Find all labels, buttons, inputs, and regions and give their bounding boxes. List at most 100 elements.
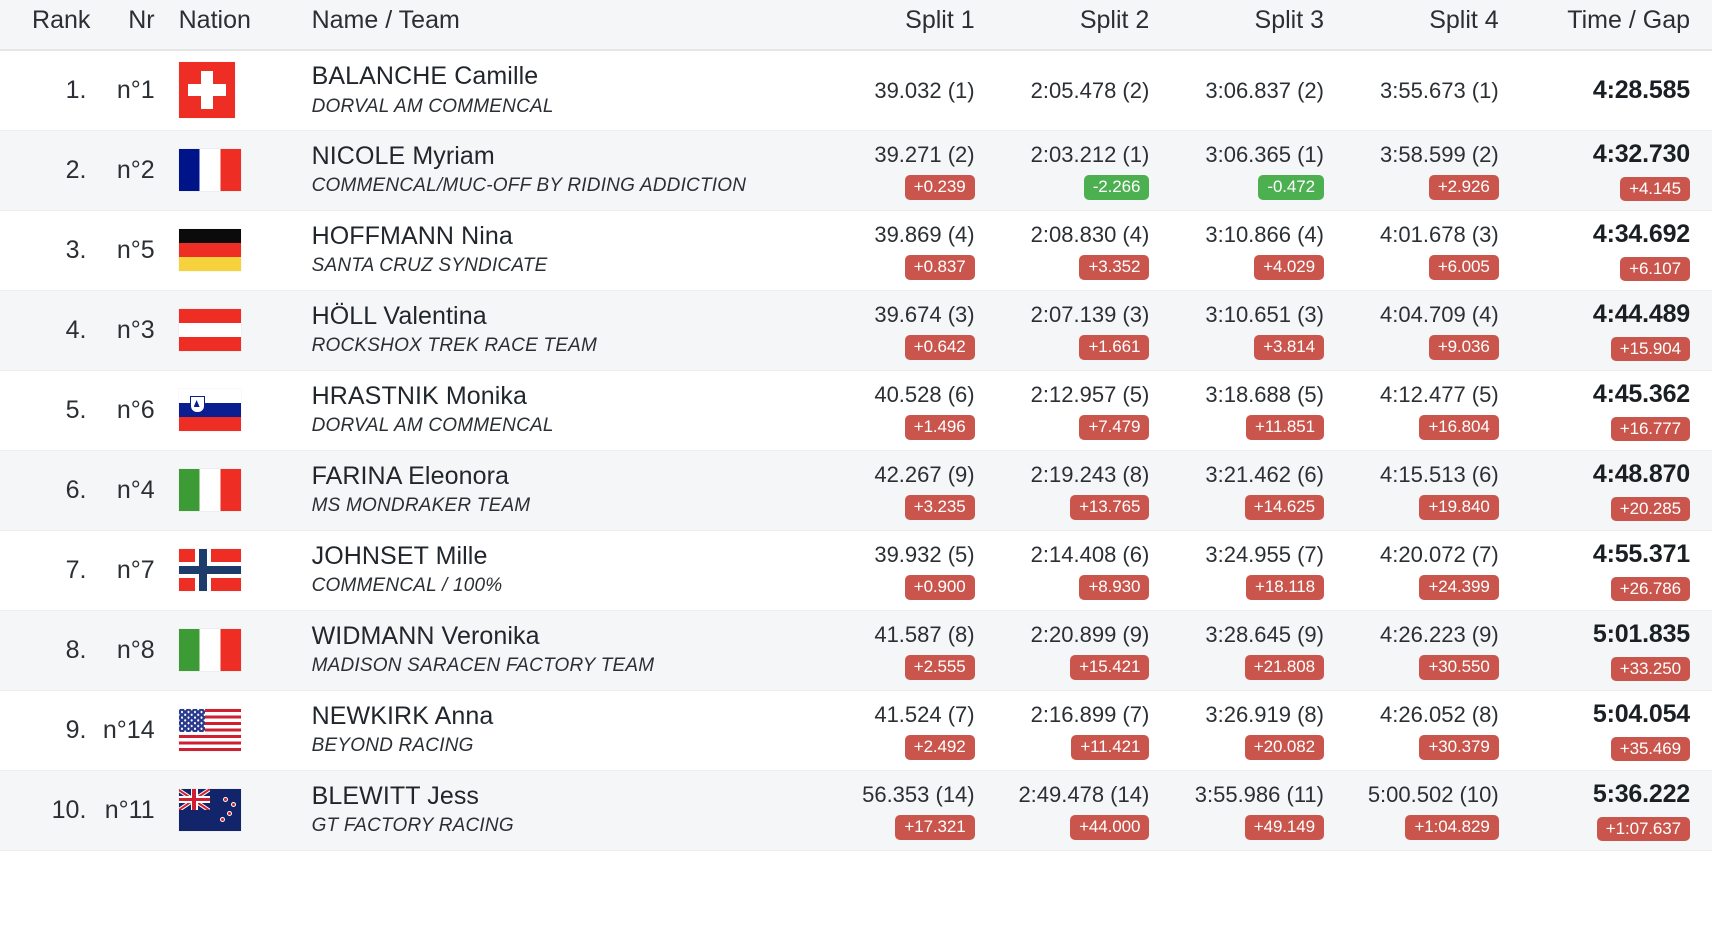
finish-time: 4:55.371 <box>1592 540 1690 569</box>
split-1-cell: 56.353 (14) +17.321 <box>817 770 993 851</box>
rank-value: 10. <box>0 770 91 851</box>
split-4-time: 4:12.477 (5) <box>1380 382 1499 408</box>
split-3-gap-container: +4.029 <box>1167 254 1324 280</box>
split-4-cell: 4:26.052 (8) +30.379 <box>1342 690 1517 771</box>
total-gap-container: +26.786 <box>1517 576 1690 602</box>
split-3-gap-badge: +14.625 <box>1244 494 1324 520</box>
split-2-time: 2:16.899 (7) <box>1030 702 1150 728</box>
name-team-cell[interactable]: HÖLL Valentina ROCKSHOX TREK RACE TEAM <box>283 290 818 371</box>
split-1-gap-container: +0.642 <box>818 334 975 360</box>
team-name: ROCKSHOX TREK RACE TEAM <box>311 335 598 357</box>
nation-cell <box>172 530 284 611</box>
split-1-gap-badge: +17.321 <box>895 814 975 840</box>
column-header-split-2[interactable]: Split 2 <box>992 0 1168 51</box>
column-header-split-4[interactable]: Split 4 <box>1342 0 1517 51</box>
name-team-cell[interactable]: HOFFMANN Nina SANTA CRUZ SYNDICATE <box>283 210 818 291</box>
split-2-cell: 2:12.957 (5) +7.479 <box>992 370 1168 451</box>
name-team-cell[interactable]: NEWKIRK Anna BEYOND RACING <box>283 690 818 771</box>
column-header-split-3[interactable]: Split 3 <box>1167 0 1342 51</box>
table-row[interactable]: 2. n°2 NICOLE Myriam COMMENCAL/MUC-OFF BY R… <box>0 130 1712 211</box>
split-4-gap-badge: +1:04.829 <box>1405 814 1499 840</box>
finish-time: 4:45.362 <box>1592 380 1690 409</box>
table-row[interactable]: 5. n°6 HRASTNIK Monika DORVAL AM COMMENCAL 4… <box>0 370 1712 451</box>
name-team-cell[interactable]: WIDMANN Veronika MADISON SARACEN FACTORY … <box>283 610 818 691</box>
finish-time: 4:28.585 <box>1592 75 1690 104</box>
time-gap-cell: 4:45.362 +16.777 <box>1516 370 1712 451</box>
split-3-gap-badge: +21.808 <box>1244 654 1324 680</box>
name-team-cell[interactable]: NICOLE Myriam COMMENCAL/MUC-OFF BY RIDING… <box>283 130 818 211</box>
split-2-time: 2:12.957 (5) <box>1030 382 1150 408</box>
table-row[interactable]: 3. n°5 HOFFMANN Nina SANTA CRUZ SYNDICATE 39… <box>0 210 1712 291</box>
start-number-value: n°3 <box>90 290 173 371</box>
split-1-gap-badge: +0.900 <box>904 574 975 600</box>
column-header-rank[interactable]: Rank <box>0 0 91 51</box>
split-3-gap-container: +11.851 <box>1167 414 1324 440</box>
name-team-cell[interactable]: FARINA Eleonora MS MONDRAKER TEAM <box>283 450 818 531</box>
rider-name: WIDMANN Veronika <box>311 621 540 650</box>
column-header-time-gap[interactable]: Time / Gap <box>1516 0 1712 51</box>
table-row[interactable]: 10. n°11 BLEWITT Jess GT FACTORY RACING 56.3… <box>0 770 1712 851</box>
table-row[interactable]: 8. n°8 WIDMANN Veronika MADISON SARACEN FAC… <box>0 610 1712 691</box>
new-zealand-flag <box>178 789 241 831</box>
team-name: COMMENCAL/MUC-OFF BY RIDING ADDICTION <box>311 175 747 197</box>
split-3-cell: 3:28.645 (9) +21.808 <box>1167 610 1342 691</box>
table-row[interactable]: 4. n°3 HÖLL Valentina ROCKSHOX TREK RACE TE… <box>0 290 1712 371</box>
split-2-gap-container: +8.930 <box>993 574 1150 600</box>
split-1-gap-container: +2.555 <box>818 654 975 680</box>
table-row[interactable]: 1. n°1 BALANCHE Camille DORVAL AM COMMENCAL… <box>0 50 1712 131</box>
column-header-split-1[interactable]: Split 1 <box>817 0 993 51</box>
name-team-cell[interactable]: BALANCHE Camille DORVAL AM COMMENCAL <box>283 50 818 131</box>
split-3-cell: 3:24.955 (7) +18.118 <box>1167 530 1342 611</box>
team-name: BEYOND RACING <box>311 735 474 757</box>
split-4-cell: 4:20.072 (7) +24.399 <box>1342 530 1517 611</box>
rank-value: 2. <box>0 130 91 211</box>
split-3-gap-container: +3.814 <box>1167 334 1324 360</box>
split-2-gap-badge: +1.661 <box>1079 334 1150 360</box>
time-gap-cell: 4:34.692 +6.107 <box>1516 210 1712 291</box>
split-3-time: 3:06.837 (2) <box>1205 77 1324 103</box>
split-3-cell: 3:21.462 (6) +14.625 <box>1167 450 1342 531</box>
split-2-gap-badge: +44.000 <box>1070 814 1150 840</box>
split-1-gap-badge: +0.239 <box>904 174 975 200</box>
split-2-time: 2:08.830 (4) <box>1030 222 1150 248</box>
start-number-value: n°5 <box>90 210 173 291</box>
split-3-gap-container: +21.808 <box>1167 654 1324 680</box>
column-header-name-team[interactable]: Name / Team <box>283 0 818 51</box>
table-row[interactable]: 9. n°14 NEWKIRK Anna BEYOND RACING 41.524 (7… <box>0 690 1712 771</box>
total-gap-container: +20.285 <box>1517 496 1690 522</box>
nation-cell <box>172 50 284 131</box>
split-2-gap-badge: +11.421 <box>1071 734 1150 760</box>
nation-cell <box>172 770 284 851</box>
split-3-time: 3:10.866 (4) <box>1205 222 1324 248</box>
start-number-value: n°8 <box>90 610 173 691</box>
name-team-cell[interactable]: BLEWITT Jess GT FACTORY RACING <box>283 770 818 851</box>
split-2-cell: 2:08.830 (4) +3.352 <box>992 210 1168 291</box>
time-gap-cell: 4:48.870 +20.285 <box>1516 450 1712 531</box>
split-2-time: 2:20.899 (9) <box>1030 622 1150 648</box>
split-1-time: 39.271 (2) <box>874 142 975 168</box>
finish-time: 4:32.730 <box>1592 140 1690 169</box>
table-row[interactable]: 7. n°7 JOHNSET Mille COMMENCAL / 100% 39.932… <box>0 530 1712 611</box>
name-team-cell[interactable]: HRASTNIK Monika DORVAL AM COMMENCAL <box>283 370 818 451</box>
split-4-gap-badge: +16.804 <box>1419 414 1499 440</box>
table-row[interactable]: 6. n°4 FARINA Eleonora MS MONDRAKER TEAM 42.… <box>0 450 1712 531</box>
rider-name: BALANCHE Camille <box>311 62 539 91</box>
rider-name: BLEWITT Jess <box>311 781 480 810</box>
split-1-gap-container: +0.239 <box>818 174 975 200</box>
start-number-value: n°2 <box>90 130 173 211</box>
split-2-gap-container: +13.765 <box>993 494 1150 520</box>
total-gap-badge: +20.285 <box>1610 496 1690 522</box>
split-3-gap-container: -0.472 <box>1167 174 1324 200</box>
team-name: SANTA CRUZ SYNDICATE <box>311 255 548 277</box>
split-3-time: 3:10.651 (3) <box>1205 302 1324 328</box>
name-team-cell[interactable]: JOHNSET Mille COMMENCAL / 100% <box>283 530 818 611</box>
split-4-time: 4:01.678 (3) <box>1380 222 1499 248</box>
split-2-gap-badge: -2.266 <box>1083 174 1150 200</box>
split-2-cell: 2:03.212 (1) -2.266 <box>992 130 1168 211</box>
split-1-time: 39.932 (5) <box>874 542 975 568</box>
split-4-cell: 4:26.223 (9) +30.550 <box>1342 610 1517 691</box>
column-header-nr[interactable]: Nr <box>90 0 173 51</box>
split-2-gap-container: +11.421 <box>993 734 1150 760</box>
italy-flag <box>178 629 241 671</box>
column-header-nation[interactable]: Nation <box>172 0 284 51</box>
